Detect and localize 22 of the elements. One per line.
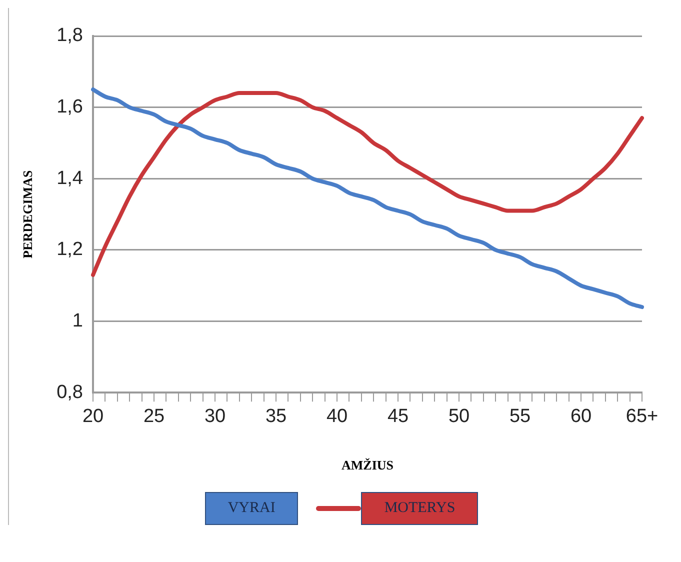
y-tick-label: 1,2 [56,239,84,260]
x-tick-label: 55 [509,406,531,428]
y-tick-label: 1 [72,310,84,332]
x-tick-label: 30 [204,406,226,428]
y-tick-label: 1,8 [56,25,84,46]
x-tick-label: 25 [143,406,165,428]
line-series [91,91,644,277]
x-tick-label: 45 [387,406,409,428]
legend-label: MOTERYS [361,492,478,525]
line-series [91,87,644,310]
x-tick-label: 60 [570,406,592,428]
y-tick-label: 1,4 [56,168,84,189]
y-tick-label: 1,6 [56,96,84,118]
x-tick-label: 20 [82,406,104,428]
x-tick-label: 35 [265,406,287,428]
x-tick-label: 65+ [626,406,658,428]
x-axis-title: AMŽIUS [342,458,394,473]
text: VYRAI [204,492,298,525]
y-tick-label: 0,8 [56,382,84,403]
x-tick-label: 50 [448,406,470,428]
x-tick-label: 40 [326,406,348,428]
y-axis-title: PERDEGIMAS [20,170,36,258]
